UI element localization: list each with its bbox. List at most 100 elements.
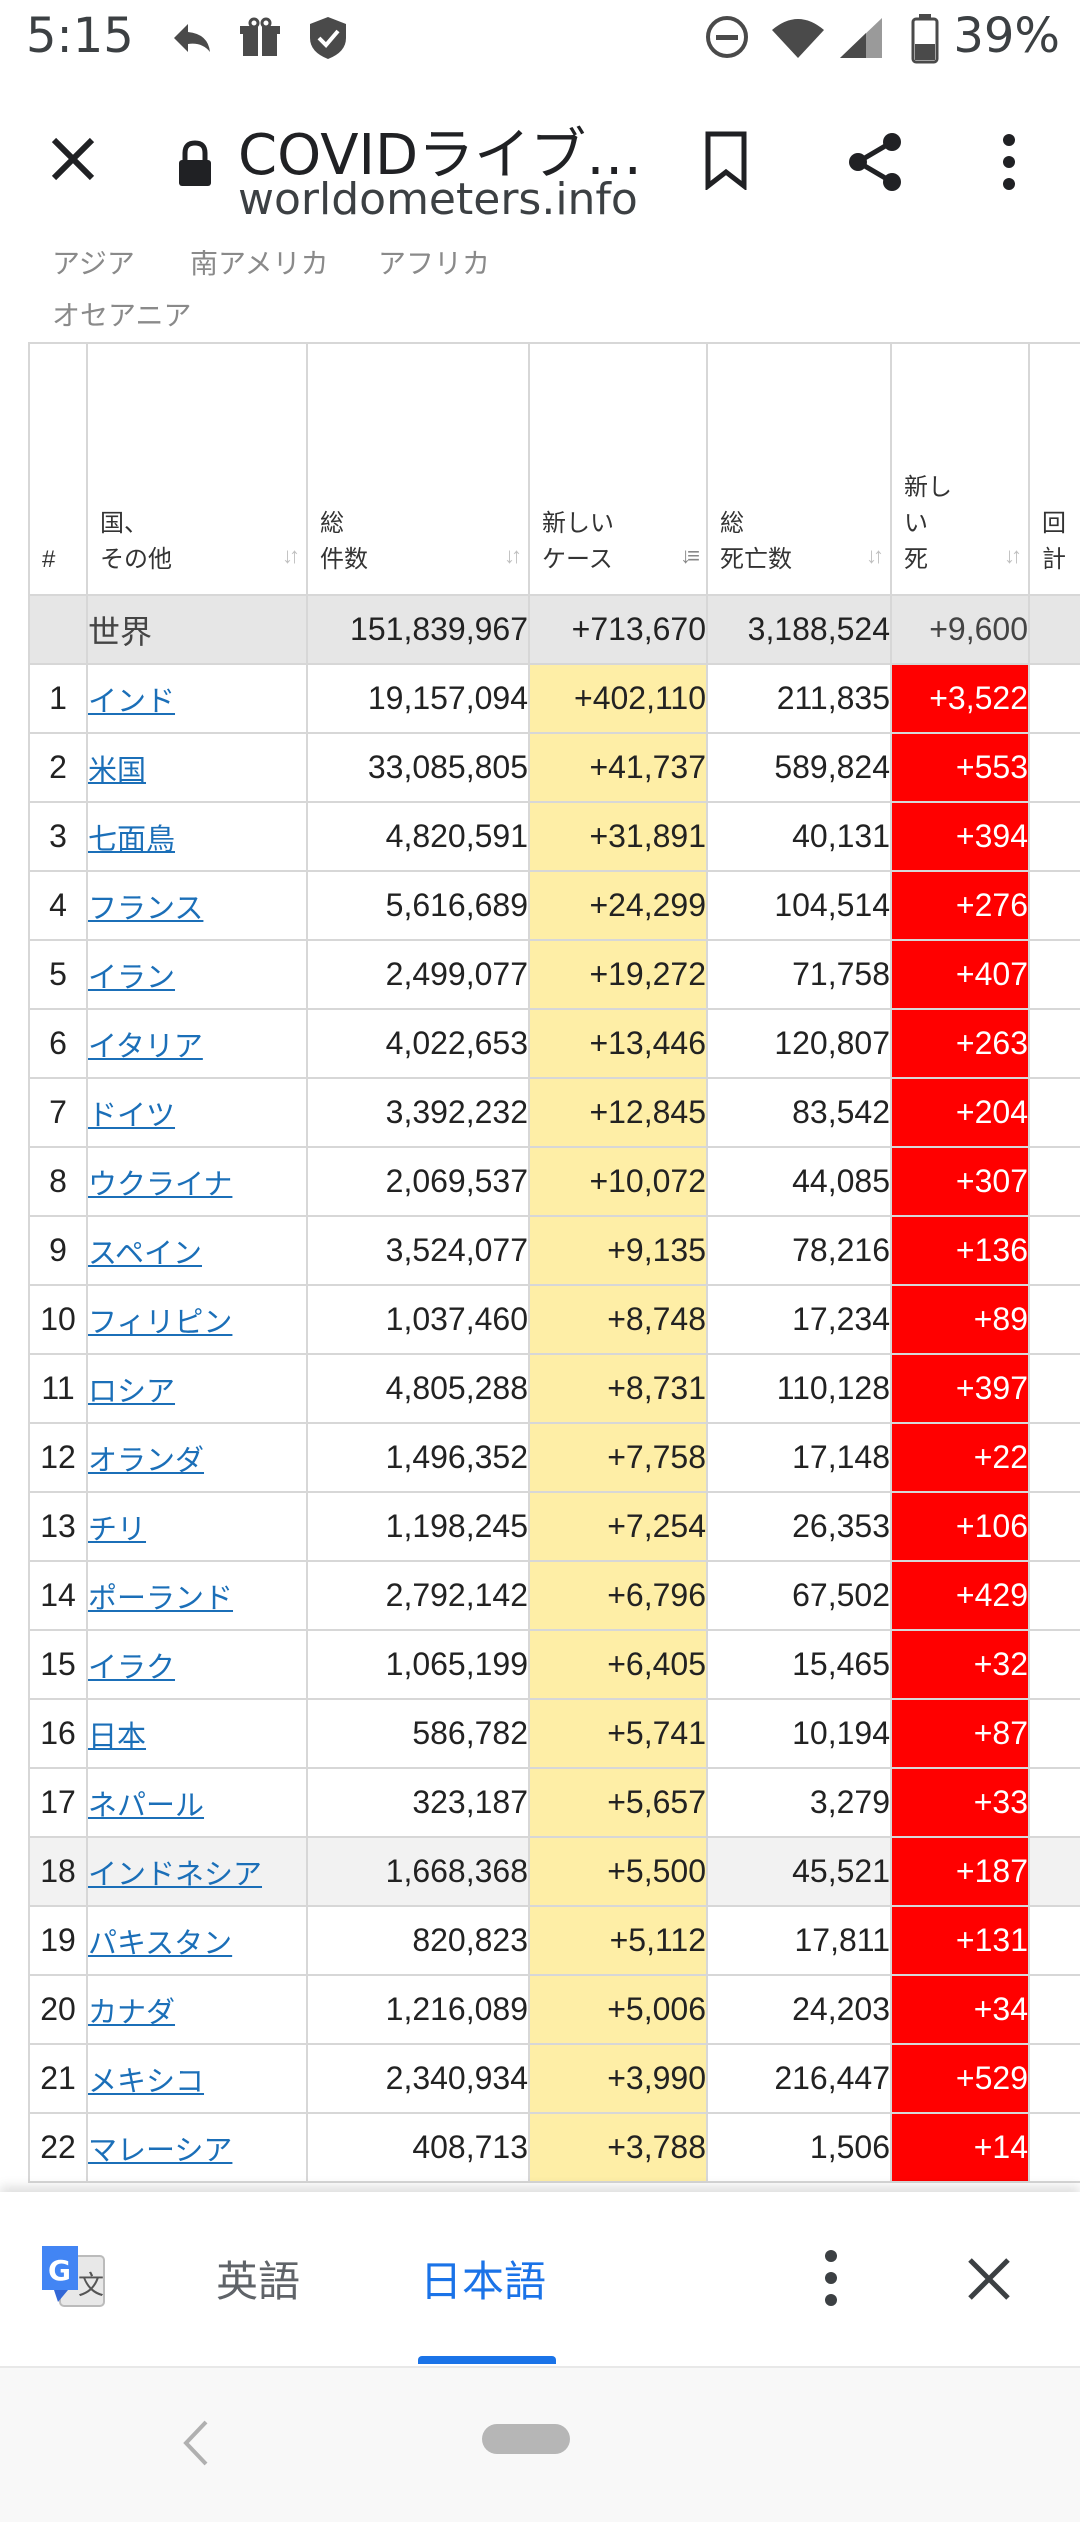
total-cases-cell: 19,157,094	[306, 663, 530, 734]
country-cell: フィリピン	[86, 1284, 308, 1355]
country-link[interactable]: イラク	[88, 1651, 176, 1684]
more-options-icon[interactable]	[994, 132, 1024, 196]
col-header-total-deaths[interactable]: 総 死亡数 ↓↑	[706, 342, 892, 596]
total-deaths-cell: 17,234	[706, 1284, 892, 1355]
battery-icon	[910, 14, 940, 68]
translate-close-icon[interactable]	[966, 2256, 1012, 2306]
tab-africa[interactable]: アフリカ	[378, 250, 491, 280]
country-link[interactable]: オランダ	[88, 1444, 205, 1477]
country-link[interactable]: 七面鳥	[88, 823, 176, 856]
country-link[interactable]: ドイツ	[88, 1099, 176, 1132]
col-header-total-cases[interactable]: 総 件数 ↓↑	[306, 342, 530, 596]
country-link[interactable]: カナダ	[88, 1996, 176, 2029]
table-row: 15 イラク 1,065,199 +6,405 15,465 +32	[28, 1629, 1080, 1700]
system-nav-bar	[0, 2366, 1080, 2522]
table-row: 8 ウクライナ 2,069,537 +10,072 44,085 +307	[28, 1146, 1080, 1217]
new-cases-cell: +5,657	[528, 1767, 708, 1838]
col-header-country[interactable]: 国、 その他 ↓↑	[86, 342, 308, 596]
country-link[interactable]: メキシコ	[88, 2065, 205, 2098]
country-link[interactable]: ネパール	[88, 1789, 205, 1822]
new-cases-cell: +24,299	[528, 870, 708, 941]
sort-icon: ↓↑	[282, 543, 300, 568]
covid-table: # 国、 その他 ↓↑ 総 件数 ↓↑ 新しい ケース ↓≡ 総 死亡数 ↓↑ 新し い…	[28, 342, 1080, 2183]
recovered-cell	[1028, 1491, 1080, 1562]
col-header-recovered[interactable]: 回 計	[1028, 342, 1080, 596]
new-deaths-cell: +276	[890, 870, 1030, 941]
gift-icon	[236, 14, 284, 66]
signal-icon	[836, 14, 886, 66]
country-cell: ポーランド	[86, 1560, 308, 1631]
total-cases-cell: 1,216,089	[306, 1974, 530, 2045]
new-cases-cell: +19,272	[528, 939, 708, 1010]
country-link[interactable]: ウクライナ	[88, 1168, 233, 1201]
recovered-cell	[1028, 1560, 1080, 1631]
dnd-icon	[704, 14, 750, 64]
target-language-tab[interactable]: 日本語	[420, 2257, 547, 2306]
country-cell: オランダ	[86, 1422, 308, 1493]
total-deaths-cell: 104,514	[706, 870, 892, 941]
tab-south-america[interactable]: 南アメリカ	[190, 250, 329, 280]
page-title[interactable]: COVIDライブ…	[238, 123, 643, 188]
new-deaths-cell: +263	[890, 1008, 1030, 1079]
page-url[interactable]: worldometers.info	[238, 174, 638, 225]
country-cell: 米国	[86, 732, 308, 803]
country-link[interactable]: ロシア	[88, 1375, 176, 1408]
total-cases-cell: 586,782	[306, 1698, 530, 1769]
tab-oceania[interactable]: オセアニア	[52, 299, 192, 332]
country-link[interactable]: パキスタン	[88, 1927, 233, 1960]
country-link[interactable]: 米国	[88, 754, 147, 787]
table-row: 14 ポーランド 2,792,142 +6,796 67,502 +429	[28, 1560, 1080, 1631]
country-link[interactable]: フィリピン	[88, 1306, 233, 1339]
row-number: 18	[28, 1836, 88, 1907]
recovered-cell: 1	[1028, 663, 1080, 734]
recovered-cell: 2	[1028, 732, 1080, 803]
col-header-new-cases[interactable]: 新しい ケース ↓≡	[528, 342, 708, 596]
recovered-cell	[1028, 1422, 1080, 1493]
country-link[interactable]: イラン	[88, 961, 176, 994]
lock-icon[interactable]	[175, 140, 215, 192]
total-deaths-cell: 15,465	[706, 1629, 892, 1700]
home-pill[interactable]	[482, 2424, 570, 2454]
country-link[interactable]: チリ	[88, 1513, 147, 1546]
back-icon[interactable]	[176, 2418, 216, 2472]
row-number: 10	[28, 1284, 88, 1355]
country-link[interactable]: インド	[88, 685, 176, 718]
google-translate-icon[interactable]: 文 G	[38, 2242, 108, 2316]
total-deaths-cell: 45,521	[706, 1836, 892, 1907]
total-deaths-cell: 17,148	[706, 1422, 892, 1493]
total-cases-cell: 1,496,352	[306, 1422, 530, 1493]
new-deaths-cell: +553	[890, 732, 1030, 803]
share-icon[interactable]	[844, 130, 908, 198]
country-link[interactable]: インドネシア	[88, 1858, 263, 1891]
country-cell: ロシア	[86, 1353, 308, 1424]
country-cell: マレーシア	[86, 2112, 308, 2183]
country-link[interactable]: ポーランド	[88, 1582, 234, 1615]
country-link[interactable]: イタリア	[88, 1030, 203, 1063]
bookmark-icon[interactable]	[700, 130, 752, 194]
new-deaths-cell: +529	[890, 2043, 1030, 2114]
row-number: 5	[28, 939, 88, 1010]
new-cases-cell: +6,405	[528, 1629, 708, 1700]
translate-more-icon[interactable]	[816, 2248, 846, 2312]
country-link[interactable]: 日本	[88, 1720, 147, 1753]
country-cell: パキスタン	[86, 1905, 308, 1976]
close-icon[interactable]	[48, 134, 98, 188]
world-new-deaths: +9,600	[890, 594, 1030, 665]
country-link[interactable]: スペイン	[88, 1237, 202, 1270]
col-header-num[interactable]: #	[28, 342, 88, 596]
source-language-tab[interactable]: 英語	[216, 2257, 301, 2306]
tab-asia[interactable]: アジア	[52, 250, 135, 280]
row-number: 1	[28, 663, 88, 734]
new-deaths-cell: +87	[890, 1698, 1030, 1769]
total-cases-cell: 5,616,689	[306, 870, 530, 941]
total-deaths-cell: 71,758	[706, 939, 892, 1010]
col-header-new-deaths[interactable]: 新し い 死 ↓↑	[890, 342, 1030, 596]
row-number: 16	[28, 1698, 88, 1769]
country-cell: ネパール	[86, 1767, 308, 1838]
total-cases-cell: 3,392,232	[306, 1077, 530, 1148]
country-link[interactable]: マレーシア	[88, 2134, 233, 2167]
row-number: 20	[28, 1974, 88, 2045]
new-cases-cell: +31,891	[528, 801, 708, 872]
country-link[interactable]: フランス	[88, 892, 204, 925]
